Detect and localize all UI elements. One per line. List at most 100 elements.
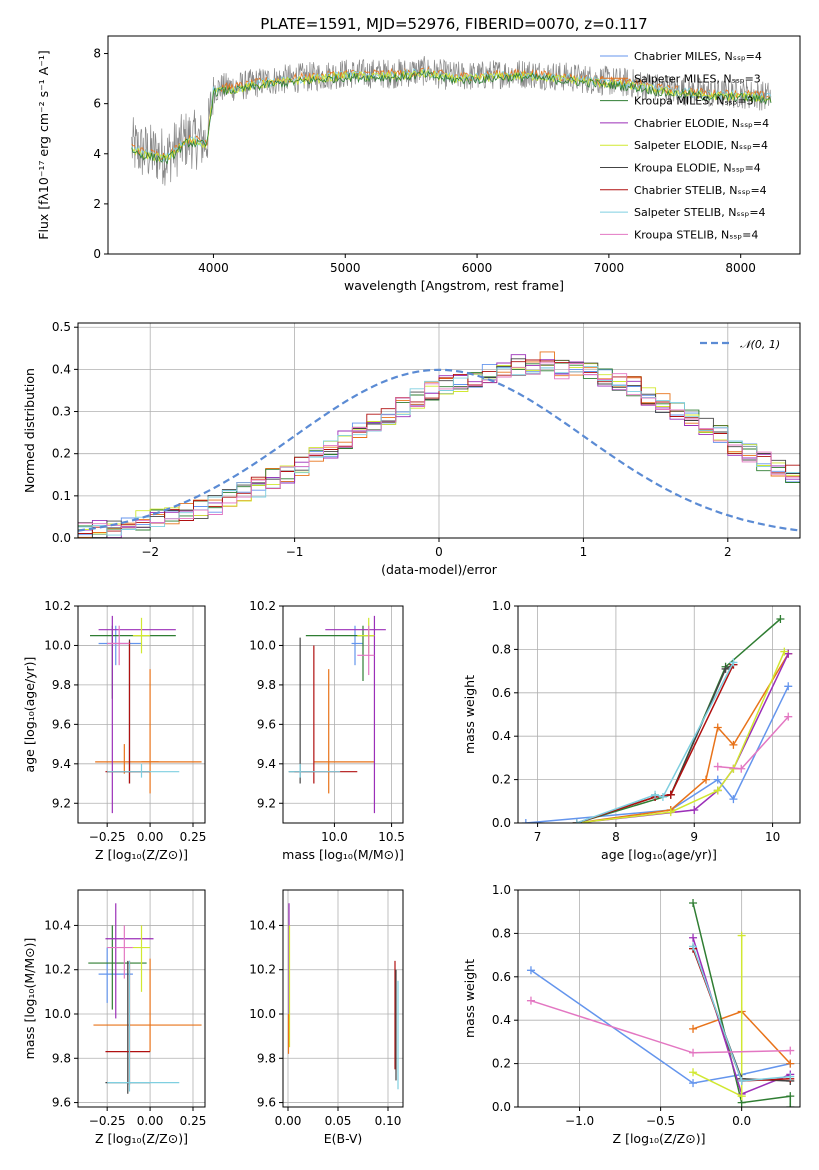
x-tick-label: 6000 [462,261,493,275]
axes-frame [517,605,801,824]
weight-marker [786,1046,795,1055]
weight-series [572,615,785,823]
weight-marker [784,682,793,691]
errorbar-point [107,960,180,1092]
errorbar-point [107,763,180,778]
plot-area-weight-vs-age [521,615,793,823]
errorbar-point [288,763,341,778]
y-tick-label: 8 [93,47,101,61]
chart-weight-vs-Z: −1.0 −0.5 0.0 0.0 0.2 0.4 0.6 0.8 1.0 Z [log₁₀(Z/… [462,883,801,1146]
y-tick-label: 10.0 [249,638,276,652]
x-tick-label: 10.5 [378,830,405,844]
weight-marker [713,786,722,795]
y-tick-label: 0.6 [492,970,511,984]
x-tick-label: 0.05 [325,1114,352,1128]
weight-series [572,649,793,823]
legend-entry: Kroupa STELIB, Nₛₛₚ=4 [634,228,758,241]
chart-residuals: −2 −1 0 1 2 0.0 0.1 0.2 0.3 0.4 0.5 (data-model)/er… [22,320,801,577]
residual-histogram [78,360,800,535]
legend-entry: Salpeter ELODIE, Nₛₛₚ=4 [634,139,768,152]
weight-marker [729,740,738,749]
observed-spectrum-line [131,56,772,186]
spectrum-legend: Chabrier MILES, Nₛₛₚ=4 Salpeter MILES, Nₛ… [600,50,769,241]
x-tick-label: 0 [435,545,443,559]
y-tick-label: 0.0 [492,816,511,830]
y-tick-label: 10.2 [44,599,71,613]
y-tick-label: 9.6 [52,1096,71,1110]
weight-series [526,996,795,1057]
chart-spectrum: 4000 5000 6000 7000 8000 0 2 4 6 8 wavelength [Ang… [36,15,801,293]
y-tick-label: 10.0 [249,1007,276,1021]
weight-marker [658,792,667,801]
y-tick-label: 0.4 [52,362,71,376]
x-axis-label: wavelength [Angstrom, rest frame] [344,278,564,293]
errorbar-point [105,903,154,1019]
errorbar-point [357,617,375,654]
y-tick-label: 0.1 [52,489,71,503]
plot-area-residuals [78,351,800,538]
errorbar-point [107,625,130,666]
weight-marker [737,1076,746,1085]
x-tick-label: 0.00 [137,1114,164,1128]
y-axis-label: Normed distribution [22,368,37,493]
legend-entry: Kroupa MILES, Nₛₛₚ=3 [634,95,754,108]
weight-marker [721,664,730,673]
x-tick-label: 8 [612,830,620,844]
weight-marker [784,712,793,721]
y-axis-label: mass weight [462,959,477,1038]
chart-age-vs-Z: −0.25 0.00 0.25 9.2 9.4 9.6 9.8 10.0 10.2 Z [log₁… [22,599,206,862]
y-tick-label: 9.8 [52,678,71,692]
errorbar-point [90,625,176,699]
weight-series [572,647,789,823]
axes-frame [77,889,206,1108]
y-tick-label: 0.0 [52,531,71,545]
errorbar-point [95,744,202,774]
weight-marker [702,775,710,784]
legend-entry: Salpeter MILES, Nₛₛₚ=3 [634,72,761,85]
y-tick-label: 9.8 [52,1051,71,1065]
y-tick-label: 9.2 [52,796,71,810]
y-axis-label: mass [log₁₀(M/M⊙)] [22,938,37,1060]
weight-series [521,682,793,823]
weight-marker [713,775,722,784]
y-tick-label: 0.2 [52,447,71,461]
weight-marker [737,1092,746,1101]
weight-series [572,660,738,823]
plot-area-age-vs-Z [90,615,202,814]
weight-marker [713,762,722,771]
weight-marker [713,723,722,732]
legend-entry: Salpeter STELIB, Nₛₛₚ=4 [634,206,766,219]
weight-marker [690,805,699,814]
errorbar-point [132,617,151,654]
x-tick-label: −2 [141,545,159,559]
y-tick-label: 10.0 [44,638,71,652]
x-axis-label: Z [log₁₀(Z/Z⊙)] [613,1131,706,1146]
weight-marker [786,1059,795,1068]
x-tick-label: −1 [286,545,304,559]
x-tick-label: 5000 [330,261,361,275]
x-tick-label: 7000 [594,261,625,275]
y-tick-label: 9.6 [257,717,276,731]
chart-mass-vs-ebv: 0.00 0.05 0.10 9.6 9.8 10.0 10.2 10.4 E(B-V) [249,889,404,1146]
weight-marker [521,819,530,823]
y-tick-label: 6 [93,97,101,111]
plot-area-spectrum [131,56,772,186]
weight-marker [776,615,785,624]
y-axis-label: mass weight [462,675,477,754]
x-tick-label: 1 [580,545,588,559]
axes-frame [77,605,206,824]
x-axis-label: age [log₁₀(age/yr)] [601,847,717,862]
weight-marker [729,658,738,667]
legend-entry: Kroupa ELODIE, Nₛₛₚ=4 [634,162,761,175]
errorbar-point [325,615,386,814]
plot-area-age-vs-mass [288,615,386,814]
y-tick-label: 10.4 [249,918,276,932]
axes-frame [282,889,404,1108]
weight-marker [689,1068,698,1077]
weight-series [689,942,795,1085]
weight-marker [689,1024,698,1033]
x-tick-label: 10 [765,830,780,844]
y-axis-label: age [log₁₀(age/yr)] [22,657,37,773]
y-tick-label: 0.8 [492,926,511,940]
